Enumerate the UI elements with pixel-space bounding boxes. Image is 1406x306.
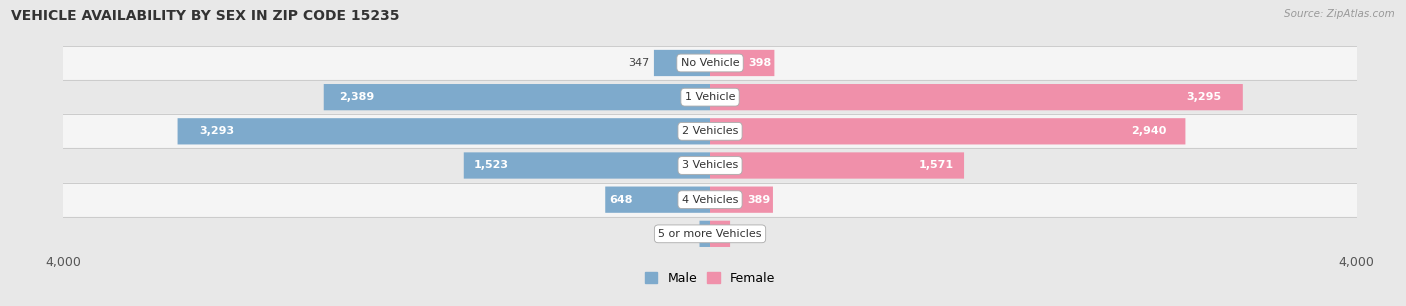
Text: 5 or more Vehicles: 5 or more Vehicles (658, 229, 762, 239)
Bar (63, 148, 1357, 183)
FancyBboxPatch shape (700, 221, 710, 247)
Text: 389: 389 (747, 195, 770, 205)
FancyBboxPatch shape (177, 118, 710, 144)
Text: 3,293: 3,293 (198, 126, 233, 136)
FancyBboxPatch shape (710, 84, 1243, 110)
Bar (63, 217, 1357, 251)
Text: 4 Vehicles: 4 Vehicles (682, 195, 738, 205)
Text: 347: 347 (628, 58, 650, 68)
FancyBboxPatch shape (654, 50, 710, 76)
Text: 65: 65 (681, 229, 695, 239)
FancyBboxPatch shape (464, 152, 710, 179)
Text: 648: 648 (609, 195, 633, 205)
Text: 2,389: 2,389 (339, 92, 374, 102)
FancyBboxPatch shape (605, 187, 710, 213)
Text: 398: 398 (748, 58, 772, 68)
FancyBboxPatch shape (710, 50, 775, 76)
FancyBboxPatch shape (710, 187, 773, 213)
Text: VEHICLE AVAILABILITY BY SEX IN ZIP CODE 15235: VEHICLE AVAILABILITY BY SEX IN ZIP CODE … (11, 9, 399, 23)
Text: Source: ZipAtlas.com: Source: ZipAtlas.com (1284, 9, 1395, 19)
Bar (63, 80, 1357, 114)
Bar (63, 183, 1357, 217)
Text: 3,295: 3,295 (1187, 92, 1222, 102)
Bar (63, 46, 1357, 80)
Legend: Male, Female: Male, Female (640, 267, 780, 290)
FancyBboxPatch shape (323, 84, 710, 110)
Text: 1 Vehicle: 1 Vehicle (685, 92, 735, 102)
Text: 3 Vehicles: 3 Vehicles (682, 160, 738, 170)
Text: 1,571: 1,571 (918, 160, 953, 170)
Text: 124: 124 (735, 229, 756, 239)
FancyBboxPatch shape (710, 118, 1185, 144)
Text: No Vehicle: No Vehicle (681, 58, 740, 68)
Text: 2,940: 2,940 (1130, 126, 1167, 136)
Text: 2 Vehicles: 2 Vehicles (682, 126, 738, 136)
FancyBboxPatch shape (710, 152, 965, 179)
Text: 1,523: 1,523 (474, 160, 509, 170)
FancyBboxPatch shape (710, 221, 730, 247)
Bar (63, 114, 1357, 148)
